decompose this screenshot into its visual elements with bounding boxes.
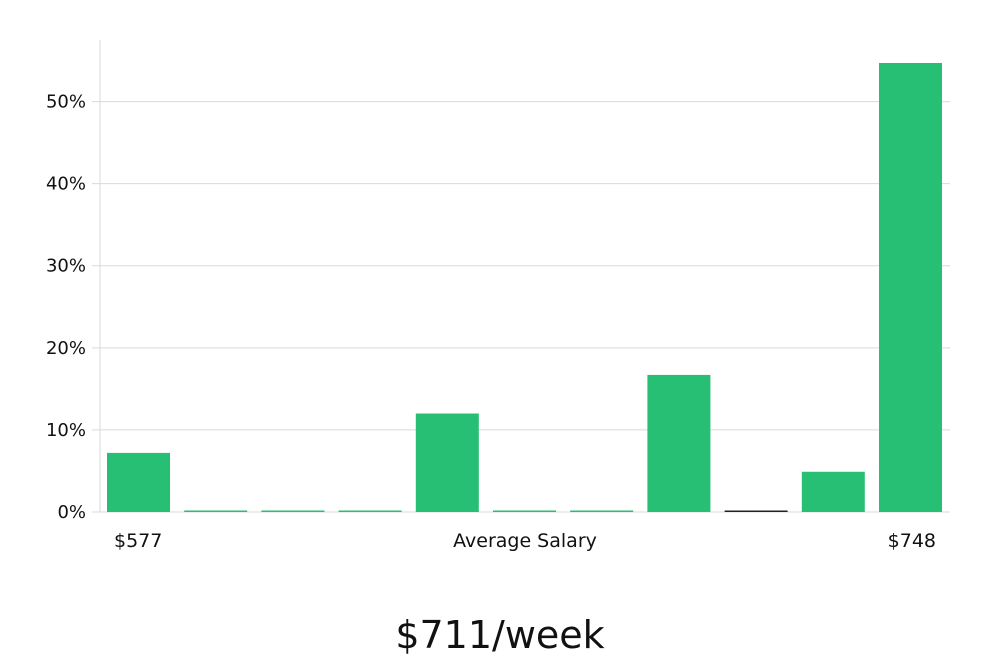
y-axis-ticks: 0% 10% 20% 30% 40% 50% <box>46 92 86 523</box>
histogram-bar <box>107 452 170 512</box>
histogram-bar <box>801 471 865 512</box>
x-min-label: $577 <box>114 530 162 552</box>
y-tick-label: 10% <box>46 420 86 441</box>
y-tick-label: 0% <box>57 502 86 523</box>
histogram-bar <box>724 510 788 512</box>
histogram-bar <box>879 62 942 513</box>
average-salary-headline: $711/week <box>395 613 604 657</box>
histogram-bar <box>493 510 556 512</box>
histogram-bar <box>261 510 325 512</box>
histogram-bar <box>647 374 711 512</box>
gridlines <box>92 101 950 513</box>
histogram-bar <box>338 510 402 512</box>
histogram-bar <box>184 510 248 512</box>
y-tick-label: 30% <box>46 256 86 277</box>
histogram-bar <box>415 413 479 512</box>
bars <box>107 62 942 513</box>
x-axis-label: Average Salary <box>453 530 597 552</box>
y-tick-label: 20% <box>46 338 86 359</box>
histogram-bar <box>570 510 634 512</box>
y-tick-label: 50% <box>46 92 86 113</box>
y-tick-label: 40% <box>46 174 86 195</box>
x-max-label: $748 <box>888 530 936 552</box>
